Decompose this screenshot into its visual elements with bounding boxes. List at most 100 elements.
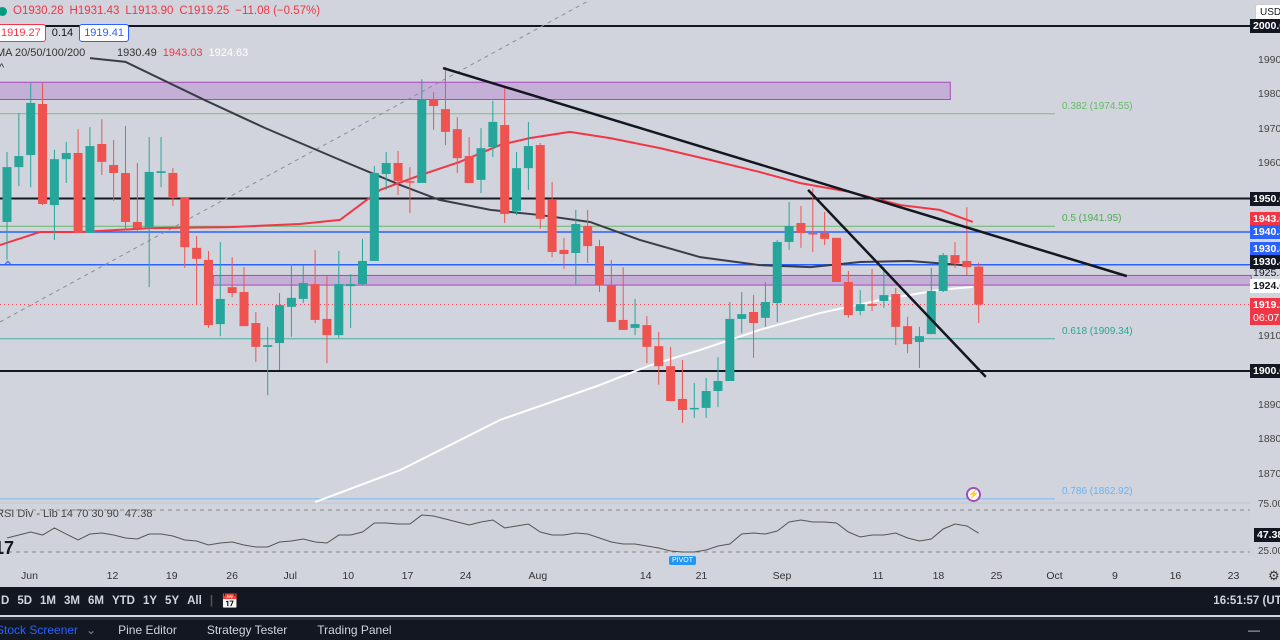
time-axis-label: 26 [226,570,238,582]
ma200-line [314,285,973,504]
ma50-value: 1943.03 [162,47,203,59]
time-axis-label: 18 [932,570,945,582]
range-button-ytd[interactable]: YTD [111,595,135,607]
candle-body [14,156,24,168]
candle-body [476,148,486,180]
candle-body [334,284,344,336]
alert-marker-icon[interactable]: ⌃ [2,258,14,274]
candle-body [239,291,249,327]
candle-body [440,109,450,132]
candle-body [749,312,759,324]
candle-body [203,259,213,326]
time-axis-label: 9 [1112,570,1118,582]
spread-value: 0.14 [51,27,74,39]
bottom-panel-tabs: Stock Screener ⌄ Pine Editor Strategy Te… [0,617,1280,640]
candle-body [144,171,154,229]
candle-body [275,305,285,344]
collapse-chevron-icon[interactable]: ^ [0,62,5,74]
minimize-panel-button[interactable]: — [1248,623,1260,637]
rsi-value-tag: 47.38 [1254,528,1280,542]
sell-button[interactable]: 1919.27 [0,24,46,42]
candle-body [49,159,59,206]
candle-body [168,172,178,199]
chevron-down-icon[interactable]: ⌄ [86,623,97,637]
ma200-value: 1924.63 [208,47,249,59]
candle-body [583,226,593,247]
candle-body [452,129,462,159]
range-button-6m[interactable]: 6M [87,595,104,607]
tradingview-logo[interactable]: 17 [0,538,15,558]
candle-body [832,237,841,282]
ma100-value: 1930.49 [117,47,157,59]
settings-gear-icon[interactable]: ⚙ [1268,568,1280,583]
time-axis-label: 17 [401,570,414,582]
time-axis-label: 10 [342,570,355,582]
candle-body [429,99,439,107]
price-axis[interactable] [1250,0,1280,587]
candle-body [606,285,616,323]
candle-body [263,345,273,347]
price-axis-label: 1910.00 [1258,329,1280,342]
candle-body [630,324,640,328]
candle-body [677,398,687,410]
rsi-label[interactable]: RSI Div - Lib 14 70 30 90 [0,508,119,520]
candle-body [310,284,320,320]
ma-indicator-label[interactable]: MA 20/50/100/200 [0,47,86,59]
open-value: O1930.28 [13,5,64,17]
candle-body [488,121,498,148]
candle-body [215,298,225,325]
price-tag: 1930.80 [1250,242,1280,256]
candle-body [914,336,924,343]
price-tag: 1919.25 [1250,298,1280,312]
time-axis-label: Oct [1046,570,1063,582]
candle-body [784,226,794,242]
candle-body [974,266,984,305]
time-axis-label: Jun [21,570,38,582]
date-range-calendar-icon[interactable]: 📅 [221,592,239,609]
trend-line [807,189,987,378]
candle-body [132,221,142,229]
bar-countdown: 06:07 [1250,311,1280,325]
range-button-5d[interactable]: 5D [17,595,33,607]
buy-button[interactable]: 1919.41 [79,24,129,42]
trend-line [442,66,1128,278]
range-button-all[interactable]: All [187,595,202,607]
range-button-3m[interactable]: 3M [64,595,80,607]
fib-label: 0.5 (1941.95) [1062,213,1122,225]
range-button-1m[interactable]: 1M [40,595,56,607]
candle-body [227,287,237,294]
lightning-event-icon[interactable]: ⚡ [966,487,981,502]
candle-body [796,222,806,233]
fib-label: 0.618 (1909.34) [1062,325,1133,337]
tab-stock-screener[interactable]: Stock Screener [0,623,79,637]
candle-body [26,102,36,156]
price-tag: 2000.00 [1250,19,1280,33]
candle-body [843,281,853,316]
candle-body [903,326,913,345]
fib-label: 0.786 (1862.92) [1062,485,1133,497]
tab-trading-panel[interactable]: Trading Panel [317,623,392,637]
range-button-d[interactable]: D [1,595,10,607]
dashed-trend-line [0,0,591,323]
price-tag: 1940.30 [1250,225,1280,239]
time-axis-label: 24 [459,570,472,582]
clock-timezone[interactable]: 16:51:57 (UTC [1213,595,1280,607]
candle-body [500,125,510,215]
candle-body [156,171,166,173]
price-chart[interactable] [0,0,1280,587]
candle-body [654,346,664,367]
candle-body [938,255,948,291]
tab-strategy-tester[interactable]: Strategy Tester [206,623,288,637]
range-button-1y[interactable]: 1Y [142,595,158,607]
candle-body [417,99,427,183]
range-button-5y[interactable]: 5Y [165,595,180,607]
rsi-upper-label: 75.00 [1258,499,1280,510]
rsi-value: 47.38 [124,508,153,520]
candle-body [192,247,202,259]
time-axis-label: 11 [872,570,884,582]
candle-body [879,295,889,301]
candle-body [855,304,865,311]
tab-pine-editor[interactable]: Pine Editor [118,623,177,637]
supply-demand-zone [0,81,951,100]
